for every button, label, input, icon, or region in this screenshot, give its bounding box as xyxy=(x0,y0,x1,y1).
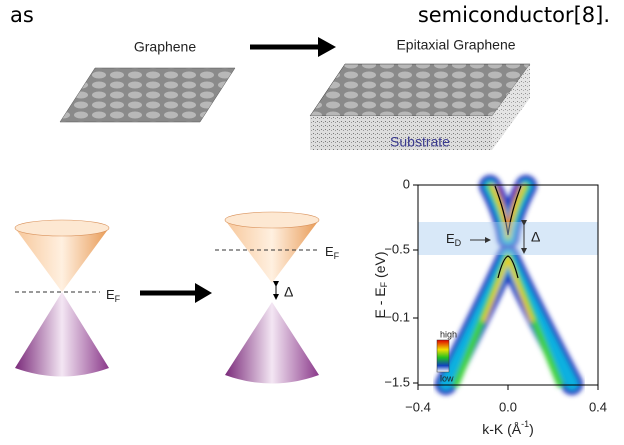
label-main: E xyxy=(325,244,334,259)
label: EF xyxy=(325,244,340,261)
colorbar xyxy=(437,340,449,372)
cone-top xyxy=(225,212,319,228)
label-part: k-K (Å xyxy=(482,421,522,437)
label: Epitaxial Graphene xyxy=(396,37,515,53)
cone xyxy=(225,302,319,384)
label-part: ) xyxy=(529,421,534,437)
graphene-sheet xyxy=(60,68,235,122)
y-tick-label: 0 xyxy=(403,176,410,191)
label-part: (eV) xyxy=(372,252,388,282)
label-sup: -1 xyxy=(521,419,529,429)
label-sub: F xyxy=(334,251,340,261)
label: Substrate xyxy=(390,134,450,150)
x-axis-label: k-K (Å-1) xyxy=(482,419,534,436)
figure: as semiconductor[8]. Graphene Epitaxial … xyxy=(0,0,624,445)
cone-top xyxy=(15,220,109,236)
page: as semiconductor[8]. Graphene Epitaxial … xyxy=(0,0,624,445)
text-fragment: as xyxy=(10,3,34,27)
arrow-head xyxy=(195,283,212,303)
epitaxial-sheet xyxy=(310,64,530,116)
arrow-head xyxy=(318,37,336,57)
label: EF xyxy=(106,287,121,304)
y-tick-label: −1.5 xyxy=(384,374,410,389)
label: Δ xyxy=(284,284,293,300)
colorbar-label: low xyxy=(440,373,454,383)
cone xyxy=(15,292,109,377)
cone xyxy=(15,228,109,292)
label: Graphene xyxy=(134,39,196,55)
y-axis-label: E - EF (eV) xyxy=(372,252,390,319)
label: Δ xyxy=(531,229,540,245)
label-part: E - E xyxy=(372,287,388,318)
gap-band xyxy=(418,222,598,255)
label-main: E xyxy=(446,231,455,246)
label-main: E xyxy=(106,287,115,302)
text-fragment: semiconductor[8]. xyxy=(418,3,610,27)
y-tick-label: −0.1 xyxy=(384,309,410,324)
label-sub: D xyxy=(455,238,462,248)
y-tick-label: −0.5 xyxy=(384,241,410,256)
x-tick-label: 0.4 xyxy=(589,399,607,414)
label-sub: F xyxy=(115,294,121,304)
cone xyxy=(225,220,319,283)
x-tick-label: 0.0 xyxy=(499,399,517,414)
y-ticks: 0 −0.5 −0.1 −1.5 xyxy=(384,176,418,389)
colorbar-label: high xyxy=(440,329,457,339)
x-tick-label: −0.4 xyxy=(405,399,431,414)
